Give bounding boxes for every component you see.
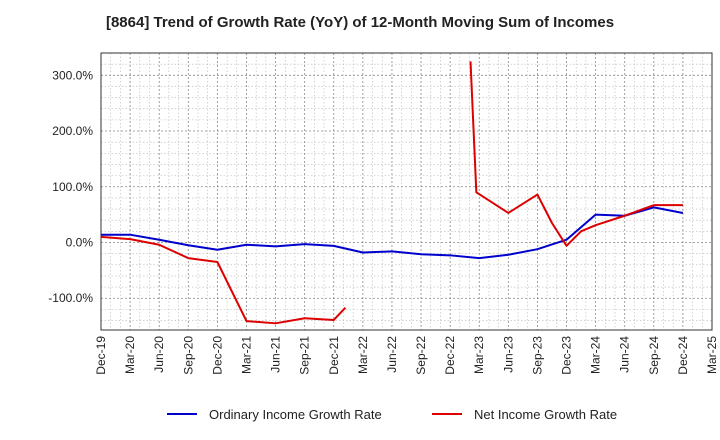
- x-tick-label: Sep-23: [530, 336, 544, 375]
- x-tick-label: Mar-24: [589, 336, 603, 374]
- x-tick-label: Sep-22: [414, 336, 428, 375]
- series-line: [101, 206, 684, 260]
- y-tick-label: 200.0%: [52, 124, 93, 138]
- legend-label: Ordinary Income Growth Rate: [209, 407, 382, 422]
- legend-label: Net Income Growth Rate: [474, 407, 617, 422]
- x-tick-label: Mar-21: [239, 336, 253, 374]
- x-tick-label: Mar-25: [705, 336, 719, 374]
- x-tick-label: Sep-24: [647, 336, 661, 375]
- x-tick-label: Dec-23: [560, 336, 574, 375]
- series-line: [469, 61, 683, 247]
- y-tick-label: -100.0%: [48, 291, 93, 305]
- x-tick-label: Dec-20: [210, 336, 224, 375]
- x-tick-label: Dec-24: [676, 336, 690, 375]
- plot-frame: [100, 52, 713, 331]
- chart-title: [8864] Trend of Growth Rate (YoY) of 12-…: [105, 14, 615, 31]
- x-tick-label: Jun-20: [152, 336, 166, 373]
- x-tick-label: Mar-23: [472, 336, 486, 374]
- x-tick-label: Jun-24: [618, 336, 632, 373]
- x-tick-label: Mar-20: [123, 336, 137, 374]
- x-tick-label: Jun-23: [501, 336, 515, 373]
- y-tick-label: 0.0%: [66, 235, 94, 249]
- x-tick-label: Jun-22: [385, 336, 399, 373]
- y-tick-label: 100.0%: [52, 180, 93, 194]
- series-line: [100, 235, 347, 325]
- x-tick-label: Sep-21: [298, 336, 312, 375]
- y-tick-label: 300.0%: [52, 68, 93, 82]
- x-tick-label: Jun-21: [269, 336, 283, 373]
- x-tick-label: Mar-22: [356, 336, 370, 374]
- x-tick-label: Dec-21: [327, 336, 341, 375]
- x-tick-label: Sep-20: [181, 336, 195, 375]
- x-tick-label: Dec-19: [94, 336, 108, 375]
- x-tick-label: Dec-22: [443, 336, 457, 375]
